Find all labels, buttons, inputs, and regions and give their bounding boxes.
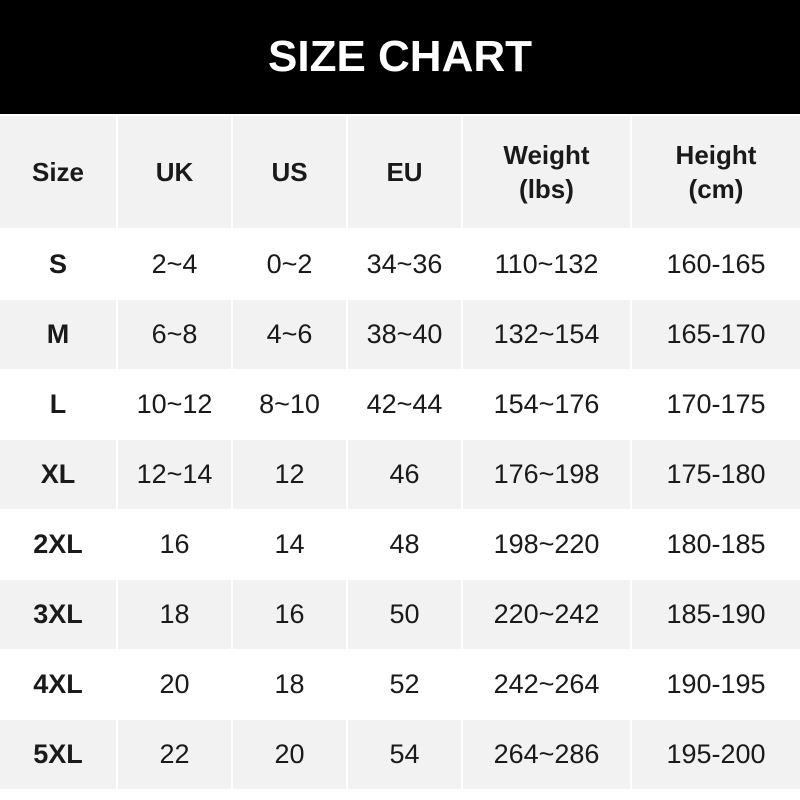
- table-cell: 18: [118, 580, 231, 649]
- table-cell: 16: [233, 580, 346, 649]
- table-cell: 110~132: [494, 249, 599, 279]
- table-cell: 38~40: [348, 300, 461, 369]
- table-cell: 180-185: [666, 529, 766, 559]
- table-cell: 0~2: [266, 249, 313, 279]
- table-cell: 16: [159, 529, 190, 559]
- column-header: UK: [118, 116, 231, 228]
- table-cell: 42~44: [366, 389, 443, 419]
- size-label-cell: 4XL: [33, 669, 83, 699]
- column-header: US: [233, 116, 346, 228]
- table-cell: 4~6: [233, 300, 346, 369]
- table-cell: 160-165: [666, 249, 766, 279]
- size-label-cell: M: [0, 300, 116, 369]
- table-cell: 175-180: [632, 440, 800, 509]
- table-cell: 46: [348, 440, 461, 509]
- size-label-cell: 3XL: [0, 580, 116, 649]
- table-cell: 52: [389, 669, 420, 699]
- column-header: Size: [0, 116, 116, 228]
- table-cell: 22: [118, 720, 231, 789]
- size-chart-title: SIZE CHART: [0, 0, 800, 114]
- table-cell: 198~220: [493, 529, 600, 559]
- size-label-cell: XL: [0, 440, 116, 509]
- table-cell: 132~154: [463, 300, 630, 369]
- size-label-cell: L: [49, 389, 67, 419]
- size-label-cell: 2XL: [33, 529, 83, 559]
- table-cell: 12~14: [118, 440, 231, 509]
- table-cell: 54: [348, 720, 461, 789]
- table-cell: 50: [348, 580, 461, 649]
- table-cell: 154~176: [493, 389, 600, 419]
- table-cell: 220~242: [463, 580, 630, 649]
- table-cell: 20: [233, 720, 346, 789]
- table-cell: 242~264: [493, 669, 600, 699]
- table-cell: 165-170: [632, 300, 800, 369]
- column-header: EU: [348, 116, 461, 228]
- column-header: Weight (lbs): [463, 116, 630, 228]
- size-label-cell: 5XL: [0, 720, 116, 789]
- table-cell: 264~286: [463, 720, 630, 789]
- table-cell: 170-175: [666, 389, 766, 419]
- table-cell: 18: [274, 669, 305, 699]
- table-cell: 8~10: [259, 389, 320, 419]
- table-cell: 185-190: [632, 580, 800, 649]
- table-cell: 176~198: [463, 440, 630, 509]
- table-cell: 14: [274, 529, 305, 559]
- table-cell: 6~8: [118, 300, 231, 369]
- table-cell: 34~36: [366, 249, 443, 279]
- table-cell: 20: [159, 669, 190, 699]
- size-table: Size UK US EU Weight (lbs) Height (cm) S 2~4 0~2…: [0, 116, 800, 790]
- table-cell: 48: [389, 529, 420, 559]
- table-cell: 10~12: [136, 389, 213, 419]
- table-cell: 12: [233, 440, 346, 509]
- table-cell: 2~4: [151, 249, 198, 279]
- table-cell: 190-195: [666, 669, 766, 699]
- table-cell: 195-200: [632, 720, 800, 789]
- column-header: Height (cm): [632, 116, 800, 228]
- size-label-cell: S: [48, 249, 67, 279]
